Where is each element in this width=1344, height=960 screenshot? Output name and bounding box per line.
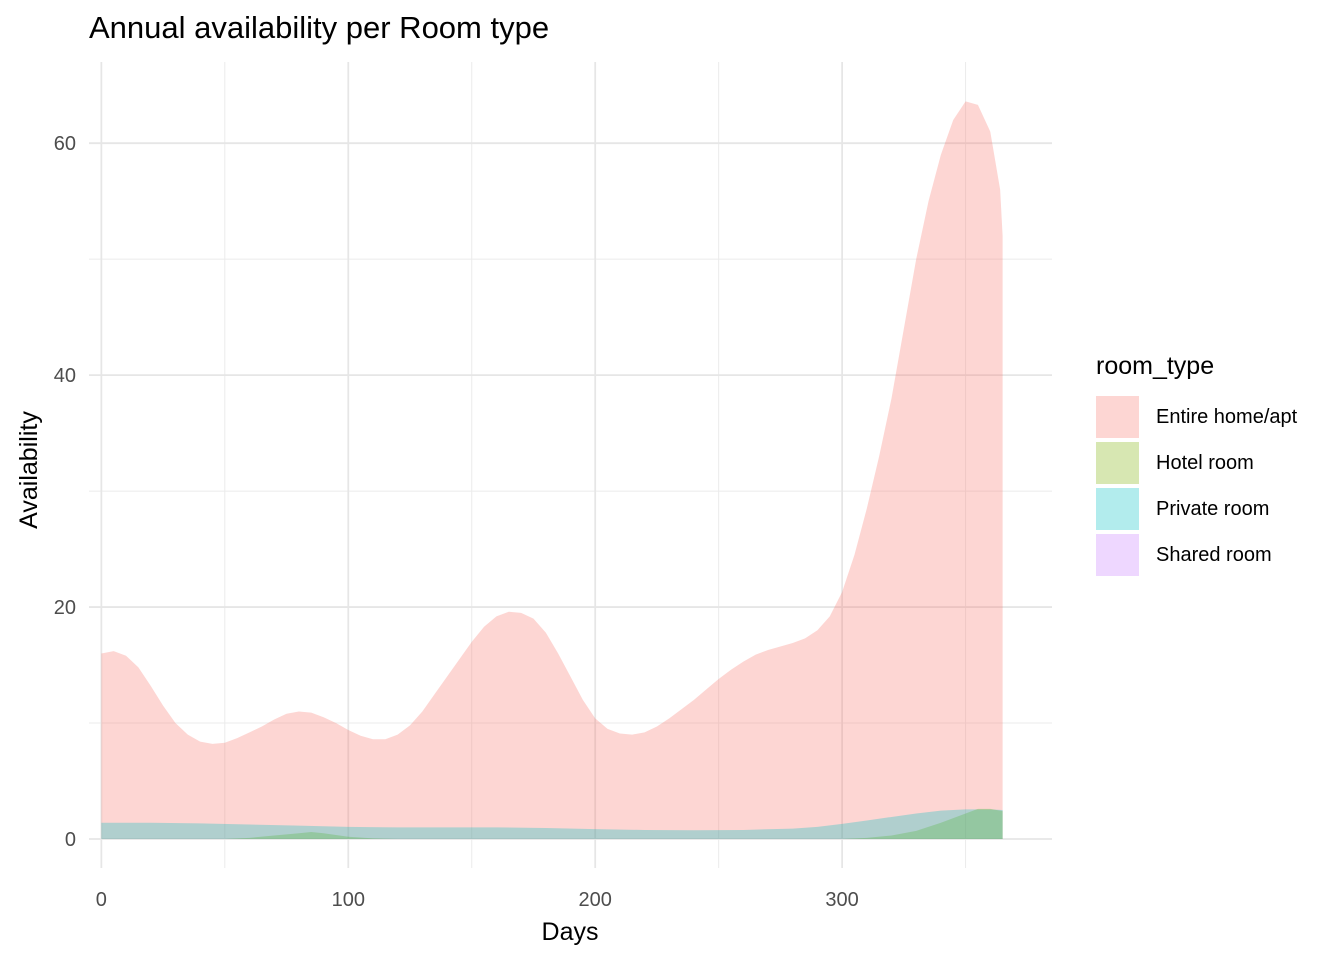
y-tick-label: 40 [54,365,76,387]
y-tick-label: 20 [54,597,76,619]
x-axis-title: Days [542,918,599,946]
legend-label: Hotel room [1156,451,1254,474]
y-axis-title: Availability [15,411,43,529]
legend-key-swatch [1096,534,1139,576]
x-tick-label: 300 [825,889,858,911]
legend-key-swatch [1096,396,1139,438]
x-tick-label: 0 [96,889,107,911]
legend-label: Private room [1156,497,1270,520]
x-axis-ticks: 0 100 200 300 [96,889,859,911]
y-tick-label: 0 [65,829,76,851]
x-tick-label: 200 [579,889,612,911]
legend-label: Entire home/apt [1156,405,1298,428]
chart-title: Annual availability per Room type [89,10,550,45]
legend-item: Hotel room [1096,440,1297,486]
area-entire-home-apt [101,101,1003,840]
legend-items: Entire home/apt Hotel room Private room Sha… [1096,394,1297,578]
x-tick-label: 100 [332,889,365,911]
density-areas [101,101,1003,840]
legend-label: Shared room [1156,543,1272,566]
area-private-room [101,809,1003,840]
legend-title: room_type [1096,352,1215,380]
legend-item: Private room [1096,486,1297,532]
legend-key-swatch [1096,488,1139,530]
gridlines [89,62,1052,868]
area-hotel-room [101,808,1003,840]
legend: room_type Entire home/apt Hotel room Priva… [1096,352,1297,578]
legend-item: Entire home/apt [1096,394,1297,440]
y-axis-ticks: 0 20 40 60 [54,133,76,851]
legend-item: Shared room [1096,532,1297,578]
legend-key-swatch [1096,442,1139,484]
y-tick-label: 60 [54,133,76,155]
